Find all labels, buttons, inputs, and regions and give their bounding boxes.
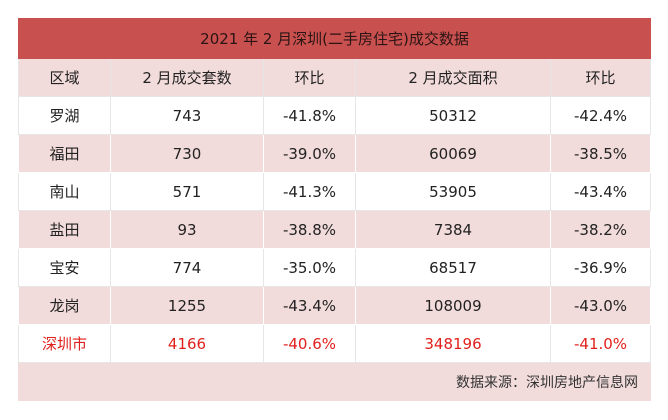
cell: -41.3% [263,172,356,211]
cell: 730 [110,134,264,173]
cell: 盐田 [18,210,111,249]
cell: 南山 [18,172,111,211]
header-cell: 2 月成交面积 [355,58,551,97]
cell: 龙岗 [18,286,111,325]
data-row: 深圳市 4166 -40.6% 348196 -41.0% [18,324,652,363]
cell: -38.2% [549,210,652,249]
data-row: 龙岗 1255 -43.4% 108009 -43.0% [18,286,652,325]
cell: -41.0% [549,324,652,363]
cell: 348196 [355,324,551,363]
cell: 571 [110,172,264,211]
cell: -38.5% [549,134,652,173]
cell: 108009 [355,286,551,325]
cell: 4166 [110,324,264,363]
cell: 743 [110,96,264,135]
header-cell: 环比 [549,58,652,97]
cell: 53905 [355,172,551,211]
cell: 68517 [355,248,551,287]
table-title: 2021 年 2 月深圳(二手房住宅)成交数据 [17,18,652,59]
cell: 93 [110,210,264,249]
cell: 罗湖 [18,96,111,135]
cell: -39.0% [263,134,356,173]
data-row: 罗湖 743 -41.8% 50312 -42.4% [18,96,652,135]
data-row: 南山 571 -41.3% 53905 -43.4% [18,172,652,211]
header-row: 区域 2 月成交套数 环比 2 月成交面积 环比 [18,58,652,97]
title-row: 2021 年 2 月深圳(二手房住宅)成交数据 [17,18,652,59]
cell: -43.0% [549,286,652,325]
header-cell: 2 月成交套数 [110,58,264,97]
cell: 7384 [355,210,551,249]
cell: -40.6% [263,324,356,363]
table-container: 2021 年 2 月深圳(二手房住宅)成交数据 区域 2 月成交套数 环比 2 月成交… [17,18,652,401]
cell: 福田 [18,134,111,173]
cell: 深圳市 [18,324,111,363]
data-row: 福田 730 -39.0% 60069 -38.5% [18,134,652,173]
cell: -35.0% [263,248,356,287]
cell: -42.4% [549,96,652,135]
cell: 60069 [355,134,551,173]
data-row: 宝安 774 -35.0% 68517 -36.9% [18,248,652,287]
footer-row: 数据来源：深圳房地产信息网 [17,362,652,401]
cell: -43.4% [263,286,356,325]
cell: -43.4% [549,172,652,211]
cell: 宝安 [18,248,111,287]
cell: -36.9% [549,248,652,287]
header-cell: 环比 [263,58,356,97]
cell: 774 [110,248,264,287]
source-note: 数据来源：深圳房地产信息网 [17,362,652,401]
header-cell: 区域 [18,58,111,97]
cell: 50312 [355,96,551,135]
data-table: 2021 年 2 月深圳(二手房住宅)成交数据 区域 2 月成交套数 环比 2 月成交… [17,18,652,401]
data-row: 盐田 93 -38.8% 7384 -38.2% [18,210,652,249]
cell: -41.8% [263,96,356,135]
cell: 1255 [110,286,264,325]
cell: -38.8% [263,210,356,249]
